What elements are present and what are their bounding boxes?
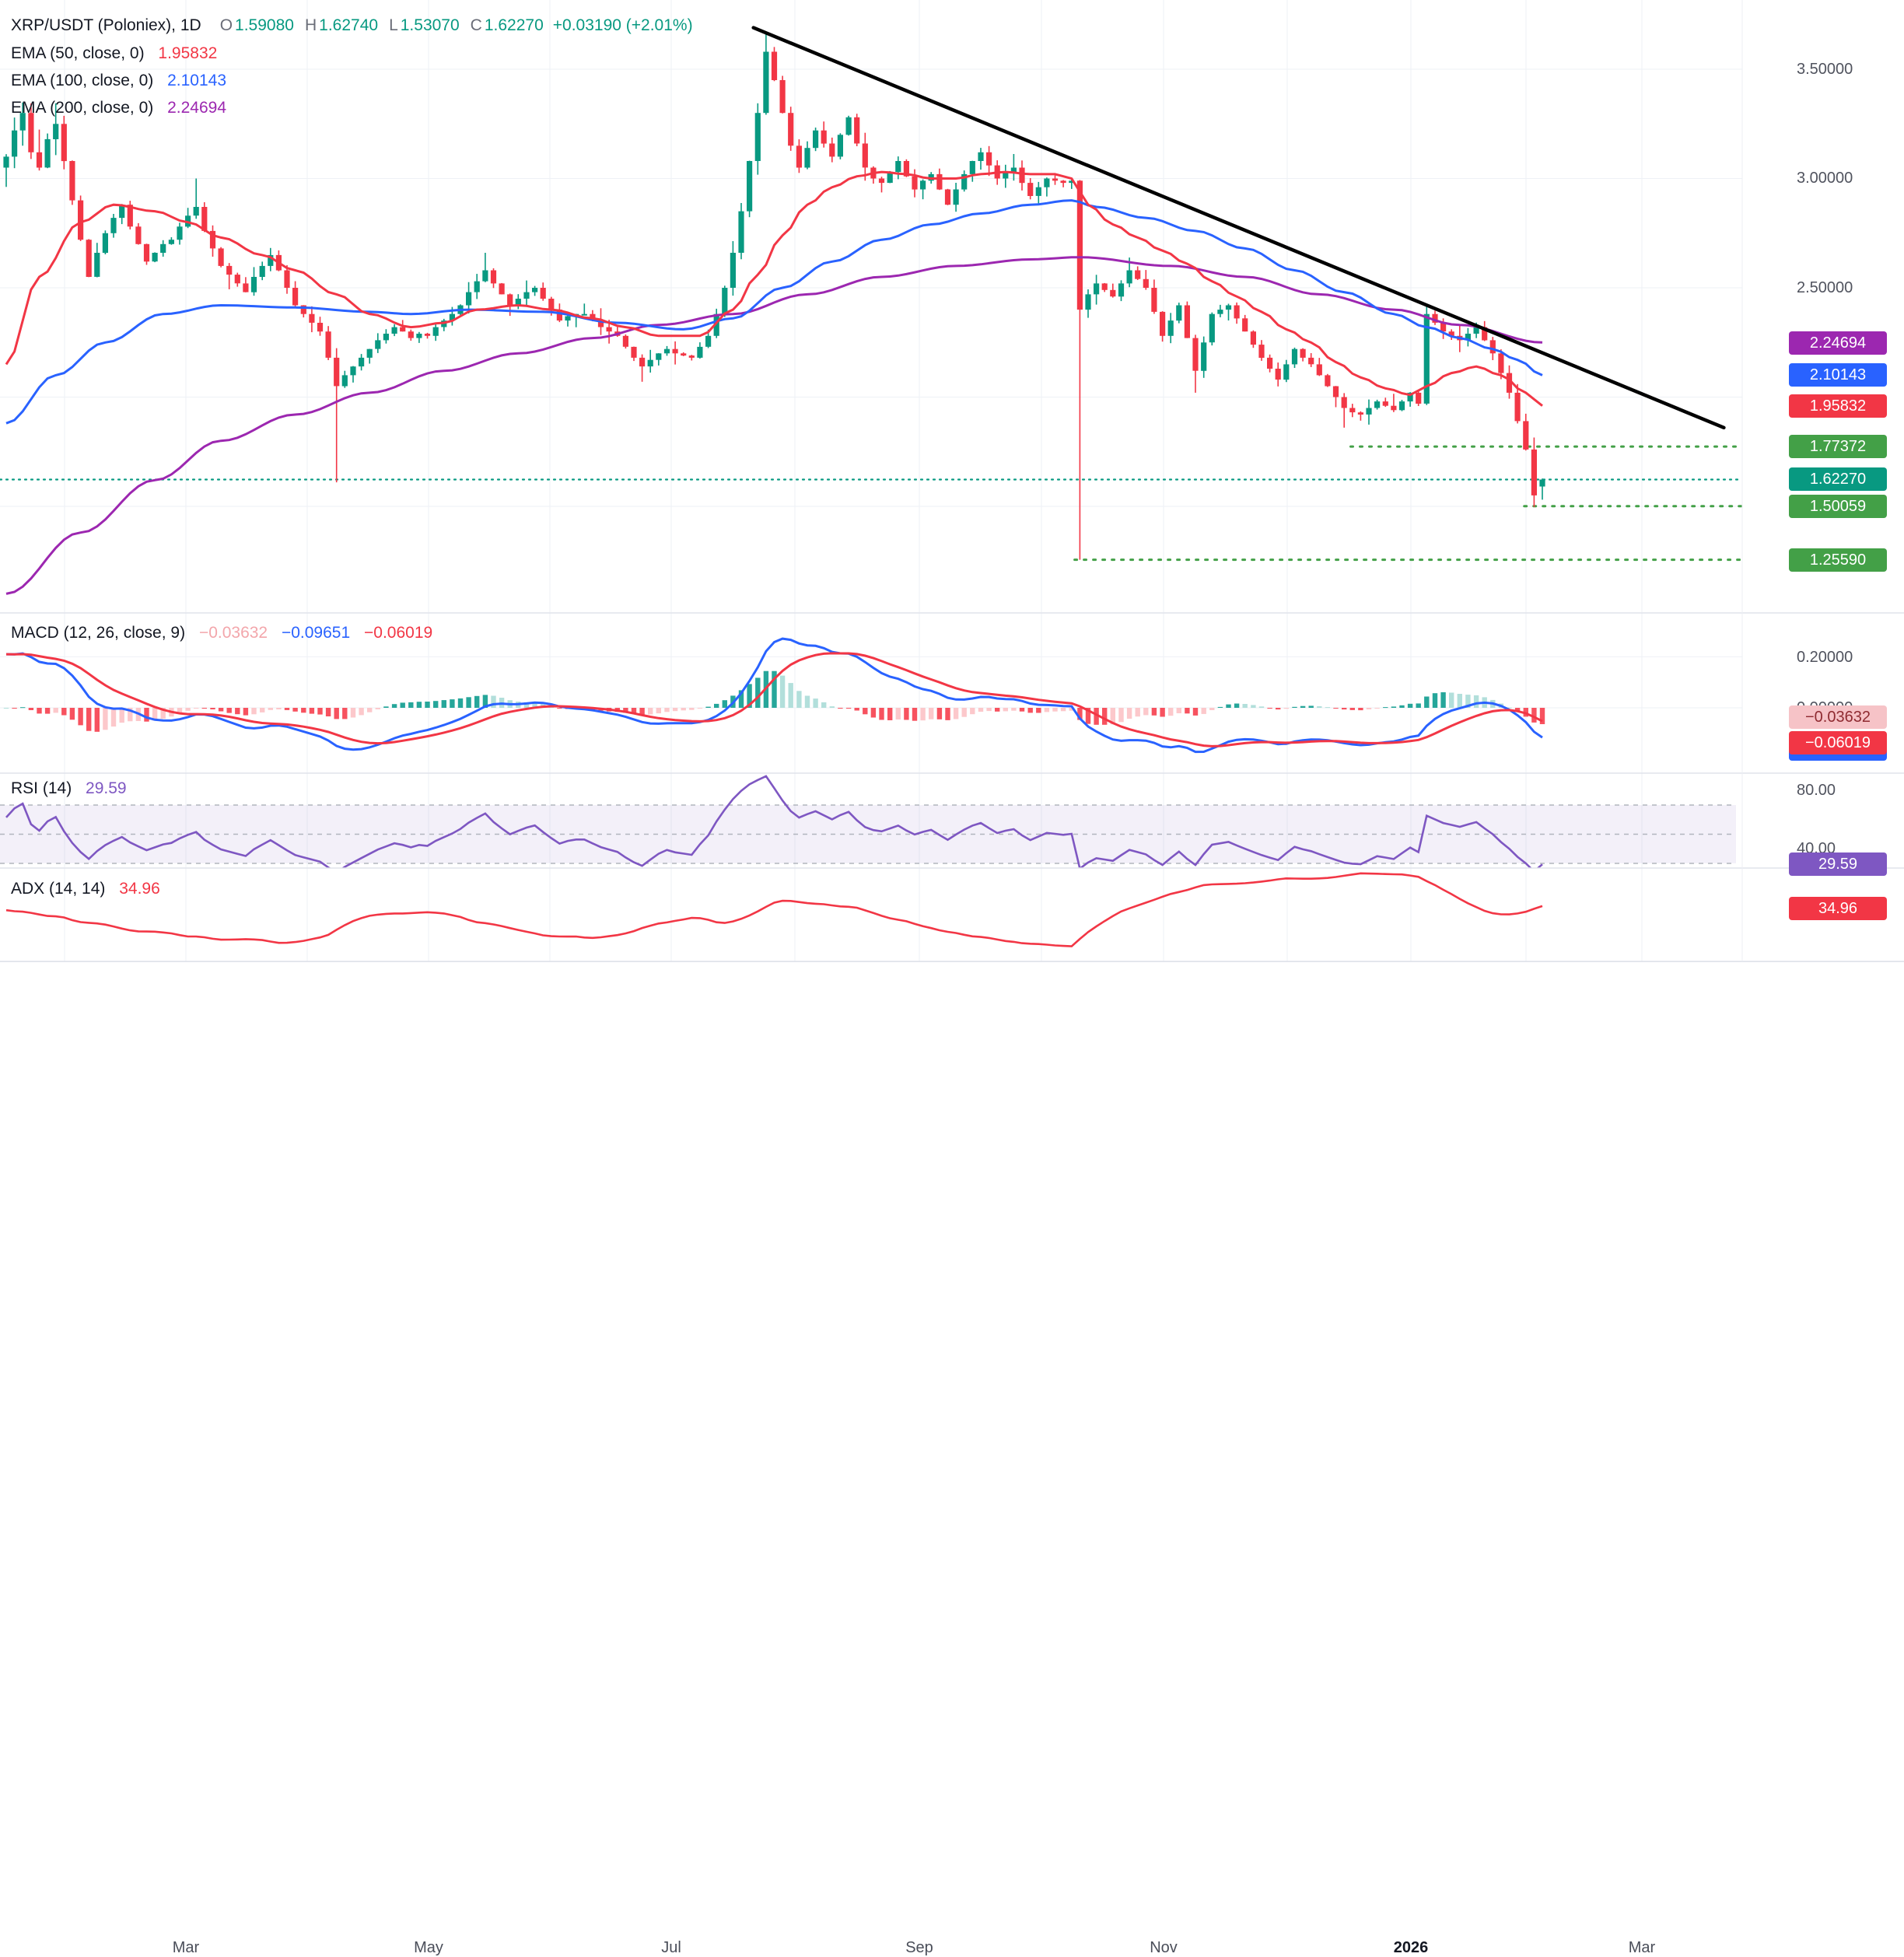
adx-legend[interactable]: ADX (14, 14) 34.96	[11, 879, 160, 899]
trendline	[751, 26, 1726, 430]
adx-value: 34.96	[119, 880, 160, 898]
ema50-line	[5, 170, 1543, 407]
time-label: Mar	[172, 1939, 200, 1956]
macd-hist-badge: −0.03632	[1789, 705, 1887, 729]
macd-hist-value: −0.03632	[198, 624, 268, 642]
level-badge-1-50059: 1.50059	[1789, 495, 1887, 518]
price-tick: 3.00000	[1797, 170, 1853, 187]
adx-line	[5, 872, 1543, 947]
candles	[3, 34, 1545, 560]
ema100-line	[5, 199, 1543, 425]
close-label: C	[470, 16, 482, 34]
time-label: Mar	[1628, 1939, 1656, 1956]
high-label: H	[304, 16, 317, 34]
level-badge-1-25590: 1.25590	[1789, 548, 1887, 572]
ema200-label: EMA (200, close, 0)	[11, 99, 154, 117]
macd-signal-value: −0.06019	[364, 624, 433, 642]
rsi-legend[interactable]: RSI (14) 29.59	[11, 779, 127, 799]
price-tick: 2.50000	[1797, 279, 1853, 296]
time-label-year: 2026	[1393, 1939, 1429, 1956]
chart-canvas[interactable]	[0, 0, 1904, 1008]
rsi-value: 29.59	[86, 779, 127, 797]
ema200-legend[interactable]: EMA (200, close, 0) 2.24694	[11, 98, 226, 118]
time-label: Nov	[1150, 1939, 1178, 1956]
ema50-price-badge: 1.95832	[1789, 394, 1887, 418]
last-price-badge: 1.62270	[1789, 467, 1887, 491]
ema200-value: 2.24694	[167, 99, 227, 117]
ema100-label: EMA (100, close, 0)	[11, 72, 154, 89]
level-badge-1-77372: 1.77372	[1789, 435, 1887, 458]
close-value: 1.62270	[484, 16, 544, 34]
macd-label: MACD (12, 26, close, 9)	[11, 624, 186, 642]
time-label: May	[414, 1939, 443, 1956]
ohlc-values: O 1.59080 H 1.62740 L 1.53070 C 1.62270 +0.03190…	[209, 16, 693, 34]
macd-tick: 0.20000	[1797, 649, 1853, 666]
rsi-badge: 29.59	[1789, 852, 1887, 876]
adx-badge: 34.96	[1789, 897, 1887, 920]
ema50-label: EMA (50, close, 0)	[11, 44, 145, 62]
time-axis[interactable]: Mar May Jul Sep Nov 2026 Mar	[0, 961, 1904, 1956]
time-label: Sep	[905, 1939, 933, 1956]
open-label: O	[219, 16, 233, 34]
macd-signal-line	[5, 652, 1543, 747]
low-label: L	[389, 16, 398, 34]
ema100-value: 2.10143	[167, 72, 227, 89]
macd-signal-badge: −0.06019	[1789, 731, 1887, 754]
symbol-title[interactable]: XRP/USDT (Poloniex), 1D	[11, 16, 201, 34]
macd-line-value: −0.09651	[281, 624, 351, 642]
high-value: 1.62740	[319, 16, 379, 34]
ema100-price-badge: 2.10143	[1789, 363, 1887, 387]
low-value: 1.53070	[400, 16, 460, 34]
symbol-legend-row[interactable]: XRP/USDT (Poloniex), 1D O 1.59080 H 1.62740 L…	[11, 16, 693, 36]
open-value: 1.59080	[235, 16, 294, 34]
ema50-value: 1.95832	[158, 44, 218, 62]
ema50-legend[interactable]: EMA (50, close, 0) 1.95832	[11, 44, 217, 64]
rsi-tick: 80.00	[1797, 782, 1836, 799]
time-label: Jul	[661, 1939, 681, 1956]
ema200-line	[5, 256, 1543, 595]
ema200-price-badge: 2.24694	[1789, 331, 1887, 355]
adx-label: ADX (14, 14)	[11, 880, 106, 898]
change-value: +0.03190 (+2.01%)	[552, 16, 693, 34]
ema100-legend[interactable]: EMA (100, close, 0) 2.10143	[11, 71, 226, 91]
rsi-line	[5, 775, 1543, 868]
price-tick: 3.50000	[1797, 61, 1853, 78]
rsi-label: RSI (14)	[11, 779, 72, 797]
macd-legend[interactable]: MACD (12, 26, close, 9) −0.03632 −0.0965…	[11, 623, 432, 643]
grid	[0, 0, 1742, 961]
